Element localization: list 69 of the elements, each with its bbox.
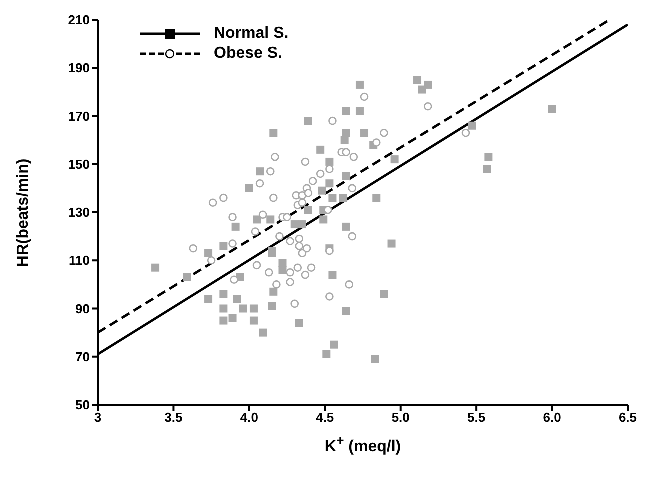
point (230, 276, 238, 284)
y-axis-title: HR(beats/min) (15, 158, 33, 268)
point (350, 153, 358, 162)
point (372, 138, 381, 147)
y-tick-label: 130 (68, 205, 90, 220)
point (307, 264, 316, 272)
x-tick-label: 6.0 (543, 410, 562, 426)
point (380, 128, 388, 138)
point (266, 167, 275, 176)
point (286, 237, 294, 246)
point (298, 249, 307, 258)
point (301, 158, 310, 166)
point (270, 194, 278, 202)
point (348, 184, 357, 193)
point (264, 268, 274, 277)
point (342, 148, 350, 156)
y-tick-label: 170 (68, 108, 90, 124)
point (316, 170, 325, 178)
point (208, 198, 218, 208)
point (345, 280, 354, 289)
point (220, 194, 228, 202)
x-tick-label: 3.5 (164, 410, 183, 426)
x-tick-label: 4.0 (240, 410, 258, 426)
y-tick-label: 70 (76, 349, 90, 364)
point (295, 242, 304, 250)
point (228, 213, 237, 222)
point (256, 179, 264, 188)
point (302, 244, 312, 253)
point (462, 128, 470, 138)
legend-label: Normal S. (214, 25, 289, 43)
y-tick-label: 190 (68, 60, 90, 76)
point (276, 232, 284, 241)
x-tick-label: 4.5 (316, 410, 334, 426)
x-tick-label: 3 (94, 410, 102, 426)
point (228, 240, 237, 248)
point (326, 165, 334, 174)
point (308, 177, 318, 186)
point (286, 278, 294, 286)
point (286, 268, 294, 277)
point (258, 210, 268, 220)
point (207, 256, 216, 265)
point (301, 270, 310, 280)
y-tick-label: 50 (76, 398, 90, 413)
point (252, 261, 262, 270)
point (251, 228, 260, 236)
x-tick-label: 5.0 (392, 410, 410, 426)
x-tick-label: 5.5 (468, 410, 486, 426)
point (424, 102, 432, 111)
y-tick-label: 90 (76, 301, 90, 316)
point (189, 244, 198, 253)
point (295, 234, 304, 244)
point (324, 206, 332, 214)
point (294, 264, 302, 272)
point (290, 300, 300, 308)
point (328, 116, 337, 126)
point (348, 232, 357, 241)
y-tick-label: 150 (68, 156, 90, 172)
point (271, 153, 280, 162)
x-tick-label: 6.5 (618, 410, 638, 426)
point (298, 198, 307, 208)
point (304, 189, 313, 198)
x-axis-title: K$^{+}$ (meq/l) (324, 433, 402, 456)
y-tick-label: 110 (69, 253, 90, 268)
point (360, 92, 369, 102)
point (272, 280, 281, 289)
legend-label: Obese S. (214, 45, 282, 63)
y-tick-label: 210 (68, 12, 90, 28)
point (283, 213, 292, 222)
point (326, 292, 334, 301)
